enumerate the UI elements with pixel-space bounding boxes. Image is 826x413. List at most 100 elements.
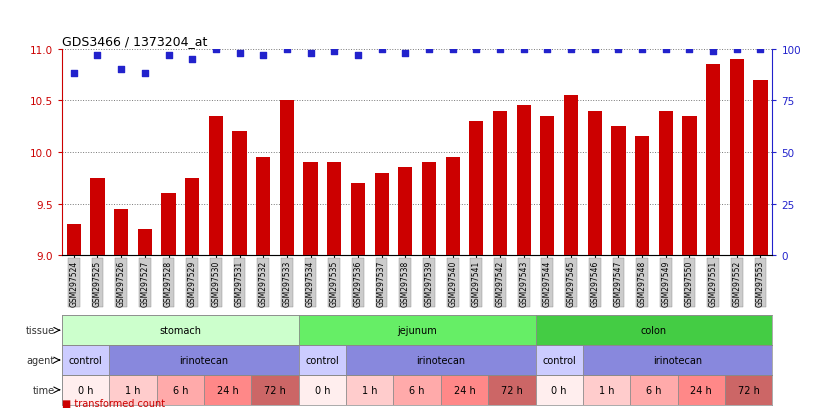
- Point: [67, 71, 80, 78]
- Text: colon: colon: [641, 325, 667, 335]
- Text: 1 h: 1 h: [126, 385, 140, 395]
- Text: 24 h: 24 h: [691, 385, 712, 395]
- Bar: [583, 375, 630, 405]
- Bar: [611, 127, 625, 256]
- Bar: [729, 60, 744, 256]
- Bar: [422, 163, 436, 256]
- Point: [754, 46, 767, 53]
- Point: [635, 46, 648, 53]
- Bar: [256, 158, 270, 256]
- Bar: [62, 345, 109, 375]
- Point: [186, 57, 199, 63]
- Point: [375, 46, 388, 53]
- Text: 24 h: 24 h: [453, 385, 475, 395]
- Bar: [109, 345, 299, 375]
- Text: 1 h: 1 h: [599, 385, 615, 395]
- Bar: [90, 178, 105, 256]
- Text: control: control: [306, 355, 339, 365]
- Text: control: control: [69, 355, 102, 365]
- Bar: [706, 65, 720, 256]
- Text: irinotecan: irinotecan: [653, 355, 702, 365]
- Bar: [493, 112, 507, 256]
- Point: [683, 46, 696, 53]
- Bar: [303, 163, 318, 256]
- Text: 0 h: 0 h: [552, 385, 567, 395]
- Bar: [725, 375, 772, 405]
- Point: [541, 46, 554, 53]
- Text: time: time: [33, 385, 55, 395]
- Bar: [753, 81, 767, 256]
- Bar: [62, 316, 299, 345]
- Bar: [393, 375, 441, 405]
- Point: [138, 71, 151, 78]
- Text: stomach: stomach: [159, 325, 202, 335]
- Bar: [635, 137, 649, 256]
- Point: [588, 46, 601, 53]
- Point: [209, 46, 222, 53]
- Bar: [114, 209, 128, 256]
- Bar: [441, 375, 488, 405]
- Text: control: control: [543, 355, 576, 365]
- Text: 6 h: 6 h: [410, 385, 425, 395]
- Point: [257, 52, 270, 59]
- Bar: [157, 375, 204, 405]
- Bar: [299, 316, 535, 345]
- Text: jejunum: jejunum: [397, 325, 437, 335]
- Point: [422, 46, 435, 53]
- Bar: [535, 345, 583, 375]
- Point: [115, 67, 128, 74]
- Bar: [232, 132, 247, 256]
- Bar: [677, 375, 725, 405]
- Text: 0 h: 0 h: [78, 385, 93, 395]
- Bar: [327, 163, 341, 256]
- Point: [517, 46, 530, 53]
- Bar: [540, 116, 554, 256]
- Bar: [251, 375, 299, 405]
- Text: 0 h: 0 h: [315, 385, 330, 395]
- Bar: [280, 101, 294, 256]
- Bar: [161, 194, 176, 256]
- Bar: [535, 375, 583, 405]
- Bar: [374, 173, 389, 256]
- Text: 72 h: 72 h: [264, 385, 286, 395]
- Bar: [535, 316, 772, 345]
- Bar: [682, 116, 696, 256]
- Bar: [587, 112, 602, 256]
- Point: [659, 46, 672, 53]
- Bar: [185, 178, 199, 256]
- Bar: [630, 375, 677, 405]
- Point: [91, 52, 104, 59]
- Bar: [204, 375, 251, 405]
- Point: [706, 48, 719, 55]
- Bar: [138, 230, 152, 256]
- Bar: [209, 116, 223, 256]
- Text: ■ transformed count: ■ transformed count: [62, 398, 165, 408]
- Bar: [62, 375, 109, 405]
- Point: [446, 46, 459, 53]
- Point: [470, 46, 483, 53]
- Bar: [351, 183, 365, 256]
- Bar: [346, 345, 535, 375]
- Bar: [488, 375, 535, 405]
- Point: [280, 46, 293, 53]
- Text: irinotecan: irinotecan: [416, 355, 465, 365]
- Point: [612, 46, 625, 53]
- Text: 24 h: 24 h: [217, 385, 239, 395]
- Point: [162, 52, 175, 59]
- Text: 72 h: 72 h: [738, 385, 760, 395]
- Bar: [346, 375, 393, 405]
- Point: [730, 46, 743, 53]
- Text: 1 h: 1 h: [362, 385, 377, 395]
- Text: 6 h: 6 h: [173, 385, 188, 395]
- Point: [493, 46, 506, 53]
- Bar: [109, 375, 157, 405]
- Point: [233, 50, 246, 57]
- Bar: [583, 345, 772, 375]
- Point: [399, 50, 412, 57]
- Point: [564, 46, 577, 53]
- Text: irinotecan: irinotecan: [179, 355, 229, 365]
- Text: 6 h: 6 h: [646, 385, 662, 395]
- Bar: [516, 106, 531, 256]
- Bar: [658, 112, 673, 256]
- Bar: [299, 375, 346, 405]
